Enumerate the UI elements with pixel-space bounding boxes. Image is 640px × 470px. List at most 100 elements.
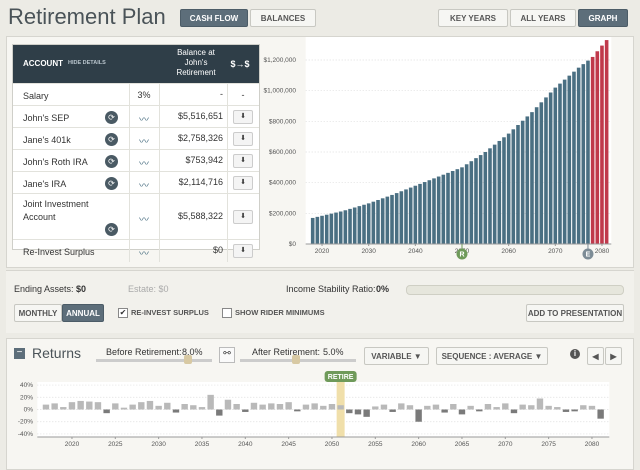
table-row: John's SEP 〰 ⟳ $5,516,651 ⬇ [13, 105, 259, 128]
bar [576, 67, 581, 245]
bar [595, 51, 600, 245]
transfer-button[interactable]: ⬇ [233, 154, 253, 168]
link-button[interactable]: ⚯ [219, 347, 235, 363]
bar [389, 409, 396, 412]
bar [233, 404, 240, 410]
bar [94, 402, 102, 410]
before-handle[interactable] [184, 355, 192, 364]
monthly-button[interactable]: MONTHLY [14, 304, 62, 322]
account-name: John's Roth IRA [23, 157, 88, 167]
bar [536, 398, 544, 410]
transfer-button[interactable]: ⬇ [233, 132, 253, 146]
balances-button[interactable]: BALANCES [250, 9, 316, 27]
prev-button[interactable]: ◀ [587, 347, 604, 365]
bar [42, 404, 50, 410]
bar [562, 409, 570, 412]
column-divider [129, 172, 130, 194]
action: - [241, 90, 245, 100]
reinvest-checkbox[interactable]: ✔ [118, 308, 128, 318]
bar [372, 406, 379, 410]
x-tick-label: 2040 [408, 248, 423, 255]
bar [198, 407, 206, 410]
bar [315, 216, 320, 244]
info-icon[interactable]: i [570, 349, 580, 359]
x-tick-label: 2055 [368, 441, 383, 448]
bar [460, 167, 464, 244]
after-handle[interactable] [292, 355, 300, 364]
bar [276, 404, 284, 410]
bar [60, 407, 67, 410]
bar [103, 409, 110, 414]
balance: $0 [212, 245, 223, 255]
bar [362, 204, 366, 244]
x-tick-label: 2070 [498, 441, 513, 448]
collapse-button[interactable]: − [14, 348, 25, 359]
balance: - [220, 89, 223, 99]
marker [582, 248, 594, 260]
x-tick-label: 2020 [315, 248, 330, 255]
y-tick-label: $0 [289, 241, 297, 248]
transfer-button[interactable]: ⬇ [233, 210, 253, 224]
column-divider [227, 106, 228, 128]
bar [519, 404, 526, 410]
x-tick-label: 2025 [108, 441, 123, 448]
bar [571, 409, 578, 412]
reinvest-icon[interactable]: ⟳ [105, 155, 118, 168]
transfer-button[interactable]: ⬇ [233, 176, 253, 190]
bar [450, 171, 455, 244]
bar [216, 409, 223, 416]
hide-details[interactable]: HIDE DETAILS [68, 60, 106, 66]
rider-checkbox[interactable] [222, 308, 232, 318]
bar [406, 405, 414, 410]
table-row: Joint Investment Account 〰 ⟳ $5,588,322 ⬇ [13, 193, 259, 240]
bar [506, 133, 511, 244]
before-slider[interactable] [96, 359, 212, 362]
bar [436, 176, 441, 244]
bar [502, 403, 509, 410]
bar [250, 402, 258, 410]
x-tick-label: 2060 [501, 248, 516, 255]
next-button[interactable]: ▶ [605, 347, 622, 365]
account-header: ACCOUNT [23, 59, 63, 68]
transfer-button[interactable]: ⬇ [233, 244, 253, 258]
bar [600, 45, 604, 244]
bar [476, 409, 483, 412]
reinvest-icon[interactable]: ⟳ [105, 111, 118, 124]
x-tick-label: 2050 [325, 441, 340, 448]
reinvest-icon[interactable]: ⟳ [105, 177, 118, 190]
bar [534, 107, 539, 244]
table-row: Re-Invest Surplus 〰 $0 ⬇ [13, 239, 259, 262]
transfer-button[interactable]: ⬇ [233, 110, 253, 124]
graph-button[interactable]: GRAPH [578, 9, 628, 27]
variable-dropdown[interactable]: VARIABLE ▼ [364, 347, 429, 365]
bar [488, 148, 492, 244]
bar [172, 409, 180, 413]
presentation-button[interactable]: ADD TO PRESENTATION [526, 304, 624, 322]
cash-flow-button[interactable]: CASH FLOW [180, 9, 248, 27]
bar [520, 120, 525, 244]
ending-assets-value: $0 [76, 284, 87, 294]
balance: $753,942 [185, 155, 223, 165]
reinvest-icon[interactable]: ⟳ [105, 223, 118, 236]
bar [539, 102, 544, 244]
bar [398, 403, 405, 410]
bar [337, 405, 344, 410]
variable-label: VARIABLE [371, 352, 412, 361]
key-years-button[interactable]: KEY YEARS [438, 9, 508, 27]
bar [492, 144, 497, 244]
annual-button[interactable]: ANNUAL [62, 304, 104, 322]
marker [456, 248, 468, 260]
all-years-button[interactable]: ALL YEARS [510, 9, 576, 27]
bar [545, 405, 552, 410]
bar [190, 405, 197, 410]
bar [427, 180, 432, 244]
balance: $5,516,651 [177, 111, 223, 121]
bar [329, 213, 334, 244]
reinvest-icon[interactable]: ⟳ [105, 133, 118, 146]
column-divider [227, 240, 228, 262]
marker-label: R [459, 252, 464, 259]
balance-header: Balance at John's Retirement [176, 48, 216, 77]
chart-icon: 〰 [139, 249, 149, 260]
sequence-dropdown[interactable]: SEQUENCE : AVERAGE ▼ [436, 347, 548, 365]
bar [354, 409, 362, 415]
